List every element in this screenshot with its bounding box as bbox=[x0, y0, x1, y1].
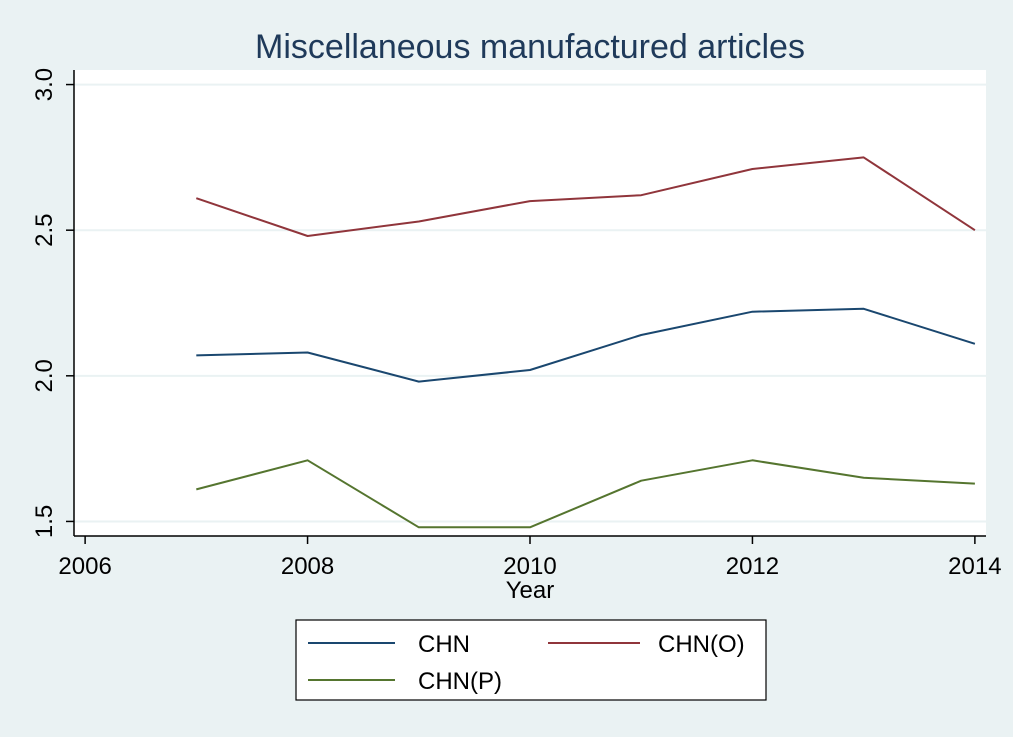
legend-label: CHN(O) bbox=[658, 631, 745, 658]
y-tick-label: 2.5 bbox=[31, 214, 58, 247]
x-tick-label: 2008 bbox=[281, 553, 334, 580]
x-tick-label: 2012 bbox=[726, 553, 779, 580]
legend-box bbox=[295, 619, 767, 701]
y-tick-label: 3.0 bbox=[31, 68, 58, 101]
y-axis-ticks: 1.5 2.0 2.5 3.0 bbox=[31, 68, 74, 538]
series-line-chn bbox=[196, 307, 976, 383]
x-tick-label: 2010 bbox=[503, 553, 556, 580]
series-line-chn-p bbox=[196, 459, 975, 529]
x-tick-label: 2014 bbox=[948, 553, 1001, 580]
chart-title: Miscellaneous manufactured articles bbox=[255, 28, 805, 66]
legend-label: CHN(P) bbox=[418, 668, 502, 695]
x-axis-ticks: 2006 2008 2010 2012 2014 bbox=[58, 536, 1002, 580]
plot-area bbox=[74, 70, 986, 536]
x-tick-label: 2006 bbox=[58, 553, 111, 580]
grid-lines bbox=[74, 83, 986, 523]
y-tick-label: 1.5 bbox=[31, 505, 58, 538]
legend-label: CHN bbox=[418, 631, 470, 658]
y-tick-label: 2.0 bbox=[31, 359, 58, 392]
series-lines bbox=[195, 156, 976, 529]
series-line-chn-o bbox=[195, 156, 976, 237]
x-axis-title: Year bbox=[506, 577, 555, 604]
legend: CHN CHN(O) CHN(P) bbox=[308, 631, 745, 695]
